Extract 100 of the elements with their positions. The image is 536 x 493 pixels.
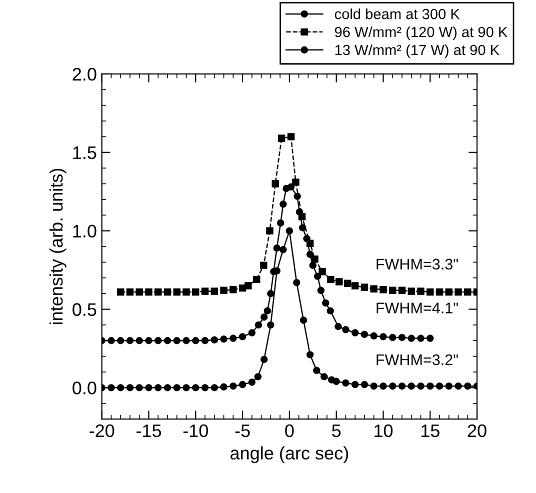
point bbox=[220, 383, 228, 391]
y-tick-label: 1.0 bbox=[73, 224, 96, 238]
point bbox=[210, 336, 218, 344]
annotation: FWHM=3.2" bbox=[376, 354, 458, 366]
point bbox=[238, 333, 246, 340]
point bbox=[248, 329, 256, 336]
point bbox=[277, 219, 284, 227]
point bbox=[266, 227, 274, 234]
x-tick-label: -20 bbox=[90, 424, 114, 438]
point bbox=[336, 278, 343, 286]
point bbox=[293, 278, 300, 286]
point bbox=[210, 288, 218, 295]
point bbox=[309, 262, 316, 269]
point bbox=[370, 382, 378, 390]
y-tick-label: 0.0 bbox=[72, 382, 96, 394]
point bbox=[351, 380, 359, 388]
point bbox=[380, 286, 387, 294]
point bbox=[464, 288, 472, 296]
point bbox=[273, 244, 280, 252]
x-tick-label: 0 bbox=[285, 424, 294, 438]
point bbox=[398, 382, 406, 390]
point bbox=[230, 382, 237, 390]
point bbox=[426, 334, 434, 342]
point bbox=[154, 288, 162, 296]
x-axis-title: angle (arc sec) bbox=[230, 446, 348, 464]
x-tick-label: 15 bbox=[421, 424, 440, 438]
point bbox=[272, 180, 279, 188]
point bbox=[398, 334, 406, 342]
x-tick-label: 10 bbox=[374, 424, 393, 438]
point bbox=[116, 337, 124, 344]
point bbox=[332, 378, 340, 386]
point bbox=[253, 276, 260, 284]
point bbox=[417, 334, 424, 342]
legend-label: 13 W/mm² (17 W) at 90 K bbox=[335, 44, 500, 58]
point bbox=[136, 337, 143, 344]
point bbox=[417, 288, 424, 295]
y-tick-label: 1.5 bbox=[73, 146, 96, 160]
point bbox=[436, 382, 444, 390]
point bbox=[267, 321, 274, 329]
point bbox=[126, 288, 134, 296]
point bbox=[408, 382, 415, 390]
point bbox=[370, 285, 378, 292]
x-tick-label: -10 bbox=[183, 424, 208, 438]
point bbox=[116, 288, 124, 296]
point bbox=[389, 334, 396, 342]
point bbox=[108, 384, 115, 392]
point bbox=[201, 288, 209, 295]
point bbox=[154, 337, 162, 344]
legend-label: 96 W/mm² (120 W) at 90 K bbox=[334, 26, 508, 40]
point bbox=[238, 380, 246, 388]
point bbox=[154, 384, 162, 392]
point bbox=[380, 333, 387, 340]
point bbox=[445, 288, 453, 296]
x-tick-label: 20 bbox=[468, 424, 486, 438]
point bbox=[287, 183, 295, 190]
point bbox=[164, 337, 172, 344]
point bbox=[173, 337, 180, 344]
x-tick-label: -15 bbox=[136, 424, 162, 438]
point bbox=[408, 334, 415, 342]
point bbox=[445, 382, 453, 390]
point bbox=[280, 200, 287, 208]
point bbox=[334, 322, 342, 330]
point bbox=[408, 288, 415, 295]
point bbox=[327, 276, 334, 284]
point bbox=[426, 288, 434, 296]
point bbox=[454, 382, 462, 390]
point bbox=[264, 307, 272, 314]
point bbox=[296, 208, 304, 216]
point bbox=[314, 272, 322, 280]
point bbox=[244, 282, 252, 290]
point bbox=[136, 288, 143, 296]
point bbox=[230, 334, 237, 342]
point bbox=[342, 379, 350, 387]
point bbox=[317, 286, 325, 294]
point bbox=[464, 382, 472, 390]
point bbox=[389, 286, 396, 294]
point bbox=[164, 288, 172, 296]
point bbox=[280, 246, 287, 254]
point bbox=[298, 224, 306, 232]
y-axis-title: intensity (arb. units) bbox=[49, 168, 66, 324]
y-tick-label: 2.0 bbox=[72, 68, 96, 81]
point bbox=[145, 384, 152, 392]
point bbox=[454, 288, 462, 296]
point bbox=[292, 178, 300, 186]
point bbox=[303, 235, 310, 242]
point bbox=[182, 337, 190, 344]
point bbox=[320, 373, 328, 380]
legend-label: cold beam at 300 K bbox=[334, 8, 460, 20]
point bbox=[294, 192, 301, 200]
annotation: FWHM=4.1" bbox=[376, 302, 458, 314]
point bbox=[326, 307, 334, 314]
point bbox=[220, 286, 228, 294]
point bbox=[300, 316, 308, 324]
point bbox=[192, 288, 200, 296]
point bbox=[145, 337, 152, 344]
point bbox=[360, 330, 368, 338]
point bbox=[182, 288, 190, 296]
point bbox=[116, 384, 124, 392]
point bbox=[344, 280, 352, 287]
point bbox=[351, 329, 359, 336]
